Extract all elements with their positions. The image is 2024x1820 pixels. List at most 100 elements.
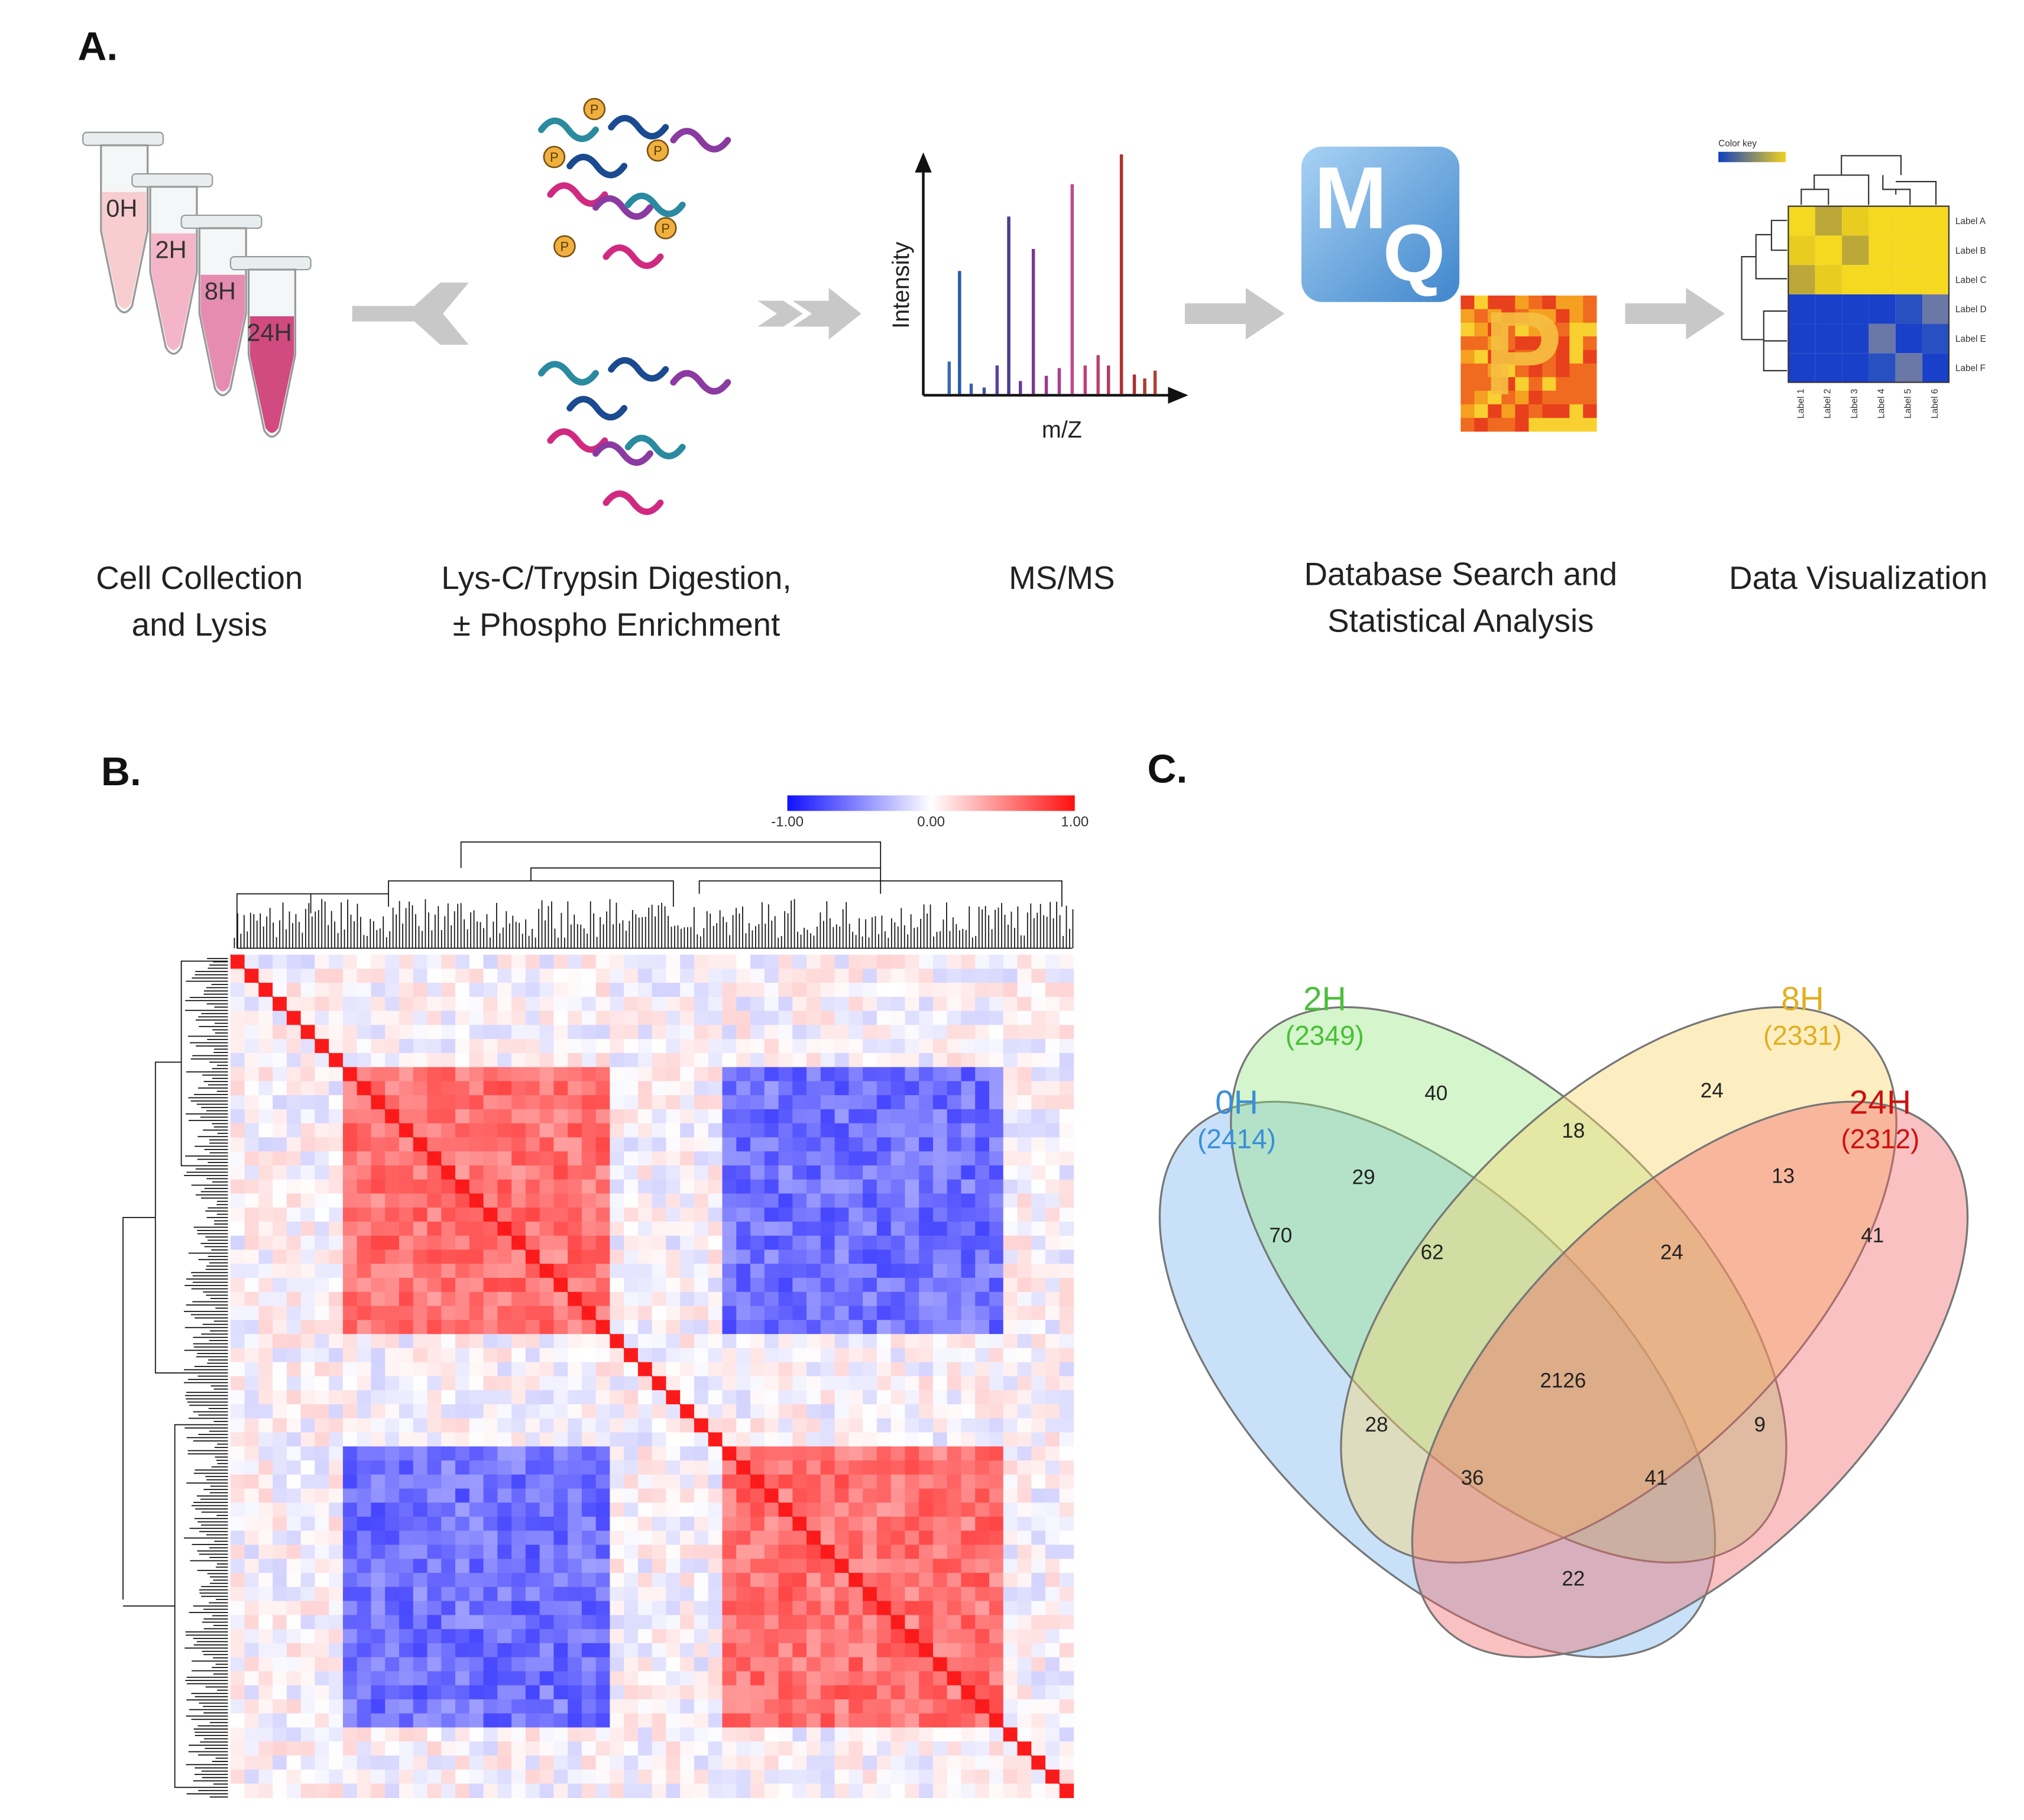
heatmap-cell xyxy=(947,1362,962,1377)
heatmap-cell xyxy=(708,1348,723,1363)
heatmap-cell xyxy=(568,1306,582,1321)
p-cell xyxy=(1474,309,1488,323)
heatmap-cell xyxy=(792,1151,807,1166)
heatmap-cell xyxy=(300,1151,316,1166)
peptide xyxy=(608,115,669,140)
heatmap-cell xyxy=(1059,1586,1074,1602)
heatmap-cell xyxy=(694,1643,709,1658)
step-caption: ± Phospho Enrichment xyxy=(453,606,781,643)
heatmap-cell xyxy=(637,1615,653,1630)
step-caption: Data Visualization xyxy=(1729,559,1987,596)
heatmap-cell xyxy=(342,1488,358,1503)
heatmap-cell xyxy=(595,1629,611,1644)
heatmap-cell xyxy=(511,1460,526,1475)
heatmap-cell xyxy=(469,1264,484,1278)
heatmap-cell xyxy=(273,1460,287,1475)
heatmap-cell xyxy=(975,1081,990,1096)
heatmap-cell xyxy=(244,1348,260,1363)
heatmap-cell xyxy=(736,1657,751,1672)
heatmap-cell xyxy=(722,1657,737,1672)
heatmap-cell xyxy=(244,1151,260,1166)
heatmap-cell xyxy=(568,1179,582,1194)
heatmap-cell xyxy=(1031,996,1046,1012)
heatmap-cell xyxy=(413,1559,428,1573)
heatmap-cell xyxy=(849,1306,863,1321)
heatmap-cell xyxy=(371,1699,386,1714)
heatmap-cell xyxy=(455,1755,470,1770)
heatmap-cell xyxy=(497,1235,512,1251)
heatmap-cell xyxy=(849,1011,863,1026)
heatmap-cell xyxy=(273,954,287,969)
heatmap-cell xyxy=(764,1685,779,1700)
heatmap-cell xyxy=(610,1502,624,1517)
heatmap-cell xyxy=(595,1348,611,1363)
heatmap-cell xyxy=(525,1544,540,1559)
heatmap-cell xyxy=(989,1586,1004,1602)
heatmap-cell xyxy=(989,1727,1004,1742)
heatmap-cell xyxy=(511,1573,526,1588)
heatmap-cell xyxy=(919,1362,934,1377)
heatmap-cell xyxy=(680,996,695,1012)
heatmap-cell xyxy=(230,1151,245,1166)
heatmap-cell xyxy=(371,1278,386,1293)
heatmap-cell xyxy=(975,1235,990,1251)
heatmap-cell xyxy=(539,1559,554,1573)
heatmap-cell xyxy=(989,1446,1004,1461)
heatmap-cell xyxy=(441,1671,456,1686)
heatmap-cell xyxy=(581,983,597,998)
heatmap-cell xyxy=(792,1095,807,1110)
heatmap-cell xyxy=(230,983,245,998)
heatmap-cell xyxy=(568,1264,582,1278)
heatmap-cell xyxy=(1003,1095,1018,1110)
heatmap-cell xyxy=(1017,1586,1032,1602)
heatmap-cell xyxy=(539,1390,554,1405)
heatmap-cell xyxy=(1045,1601,1060,1616)
heatmap-cell xyxy=(385,1249,400,1264)
heatmap-cell xyxy=(666,983,681,998)
p-cell xyxy=(1556,417,1570,432)
heatmap-cell xyxy=(652,1741,667,1756)
heatmap-cell xyxy=(399,1334,414,1349)
heatmap-cell xyxy=(708,1586,723,1602)
heatmap-cell xyxy=(722,1685,737,1700)
heatmap-cell xyxy=(905,1755,919,1770)
top-dendrogram xyxy=(234,841,1074,949)
heatmap-cell xyxy=(764,1769,779,1785)
heatmap-cell xyxy=(595,1544,611,1559)
heatmap-cell xyxy=(371,1039,386,1054)
heatmap-cell xyxy=(708,1573,723,1588)
heatmap-cell xyxy=(624,1249,639,1264)
heatmap-cell xyxy=(511,1039,526,1054)
heatmap-cell xyxy=(820,1334,835,1349)
tube-liquid xyxy=(151,233,196,350)
peptide xyxy=(592,195,653,220)
heatmap-cell xyxy=(863,969,877,983)
mq-logo xyxy=(1301,146,1460,302)
heatmap-cell xyxy=(849,1291,863,1307)
heatmap-cell xyxy=(932,1629,948,1644)
heatmap-cell xyxy=(553,1713,568,1728)
heatmap-cell xyxy=(637,1418,653,1433)
heatmap-cell xyxy=(1017,954,1032,969)
heatmap-cell xyxy=(399,1011,414,1026)
heatmap-cell xyxy=(778,1657,793,1672)
heatmap-cell xyxy=(652,1095,667,1110)
heatmap-cell xyxy=(539,1446,554,1461)
heatmap-cell xyxy=(792,1291,807,1307)
heatmap-cell xyxy=(610,969,624,983)
heatmap-cell xyxy=(989,1488,1004,1503)
heatmap-cell xyxy=(286,1053,302,1068)
heatmap-cell xyxy=(750,1025,765,1039)
heatmap-cell xyxy=(1059,1264,1074,1278)
heatmap-cell xyxy=(244,1601,260,1616)
heatmap-cell xyxy=(399,1348,414,1363)
heatmap-cell xyxy=(947,1390,962,1405)
heatmap-cell xyxy=(834,1727,849,1742)
heatmap-cell xyxy=(595,1123,611,1138)
heatmap-cell xyxy=(919,1446,934,1461)
heatmap-cell xyxy=(989,1109,1004,1124)
heatmap-cell xyxy=(329,954,344,969)
heatmap-cell xyxy=(919,1559,934,1573)
heatmap-cell xyxy=(1059,1207,1074,1222)
heatmap-cell xyxy=(820,1207,835,1222)
